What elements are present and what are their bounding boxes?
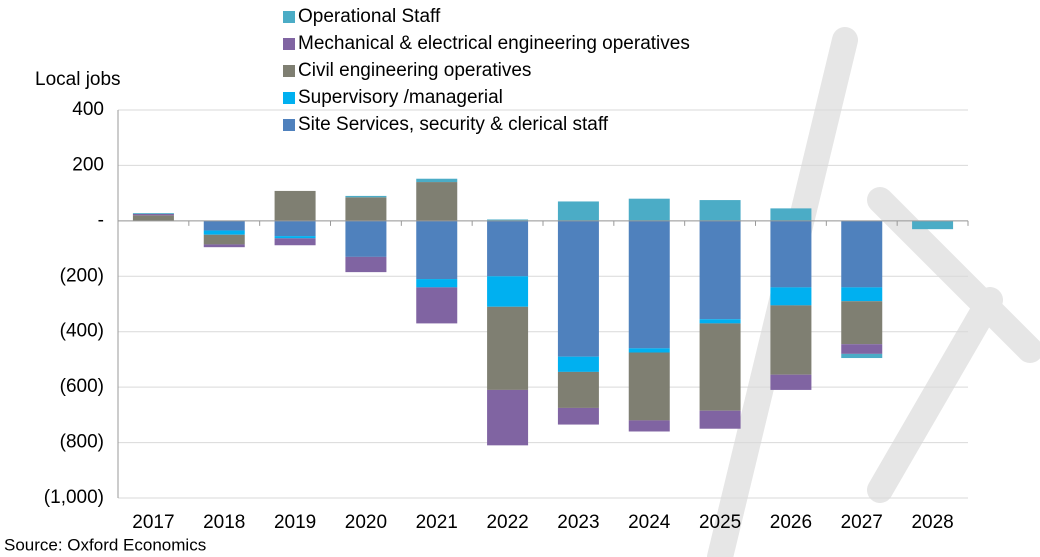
bar-segment	[132, 213, 174, 216]
bar-segment	[628, 220, 670, 349]
x-tick-label: 2019	[274, 512, 316, 533]
bar-segment	[557, 371, 599, 408]
bar-segment	[841, 344, 883, 354]
y-tick-label: 400	[72, 99, 104, 120]
bar-segment	[345, 220, 387, 257]
legend-label: Operational Staff	[298, 6, 441, 27]
bar-segment	[345, 195, 387, 198]
x-tick-label: 2024	[628, 512, 671, 533]
bar-segment	[770, 374, 812, 390]
bar-segment	[770, 220, 812, 288]
bar-segment	[912, 220, 954, 230]
y-tick-label: 200	[72, 154, 104, 175]
legend-swatch	[283, 11, 295, 23]
bar-segment	[770, 305, 812, 375]
bar-segment	[487, 220, 529, 277]
x-tick-label: 2023	[557, 512, 599, 533]
bar-segment	[203, 220, 245, 231]
x-tick-label: 2026	[770, 512, 812, 533]
x-tick-label: 2025	[699, 512, 741, 533]
y-tick-label: (600)	[60, 376, 104, 397]
bar-segment	[416, 220, 458, 280]
legend-label: Civil engineering operatives	[298, 60, 531, 81]
x-tick-label: 2018	[203, 512, 245, 533]
bar-segment	[132, 215, 174, 221]
x-tick-label: 2020	[345, 512, 387, 533]
bar-segment	[487, 276, 529, 307]
y-tick-label: (400)	[60, 321, 104, 342]
bar-segment	[274, 238, 316, 246]
bar-segment	[628, 420, 670, 432]
legend-swatch	[283, 119, 295, 131]
bar-segment	[487, 219, 529, 221]
bar-segment	[487, 306, 529, 390]
bar-segment	[699, 323, 741, 411]
y-tick-label: (800)	[60, 432, 104, 453]
x-tick-label: 2027	[841, 512, 883, 533]
legend-swatch	[283, 38, 295, 50]
bar-segment	[628, 198, 670, 221]
y-tick-label: (1,000)	[44, 487, 104, 508]
x-tick-label: 2017	[132, 512, 174, 533]
y-tick-label: (200)	[60, 265, 104, 286]
bar-segment	[557, 201, 599, 221]
bar-segment	[699, 410, 741, 429]
bar-segment	[841, 287, 883, 302]
bar-segment	[416, 287, 458, 324]
bar-segment	[557, 356, 599, 372]
bar-segment	[628, 348, 670, 353]
bar-segment	[628, 352, 670, 421]
bar-segment	[274, 236, 316, 239]
legend-swatch	[283, 65, 295, 77]
bar-segment	[274, 190, 316, 221]
bar-segment	[487, 389, 529, 446]
bar-segment	[203, 230, 245, 235]
bar-segment	[416, 182, 458, 221]
bar-segment	[557, 407, 599, 425]
bar-segment	[416, 279, 458, 288]
legend-label: Mechanical & electrical engineering oper…	[298, 33, 690, 54]
legend-label: Supervisory /managerial	[298, 87, 503, 108]
y-axis-label: Local jobs	[35, 69, 121, 90]
x-tick-label: 2021	[416, 512, 458, 533]
bar-segment	[203, 234, 245, 245]
bar-segment	[699, 319, 741, 324]
bar-segment	[699, 200, 741, 221]
bar-segment	[345, 256, 387, 273]
legend-swatch	[283, 92, 295, 104]
bar-segment	[699, 220, 741, 320]
x-tick-label: 2028	[911, 512, 953, 533]
legend-label: Site Services, security & clerical staff	[298, 114, 609, 135]
bar-segment	[345, 197, 387, 221]
bar-segment	[770, 287, 812, 306]
bar-segment	[557, 220, 599, 357]
bar-segment	[770, 208, 812, 221]
bar-segment	[841, 301, 883, 345]
source: Source: Oxford Economics	[4, 535, 206, 554]
bar-segment	[841, 220, 883, 288]
x-tick-label: 2022	[486, 512, 528, 533]
bar-segment	[416, 178, 458, 183]
bar-segment	[274, 220, 316, 237]
bar-segment	[203, 244, 245, 248]
bar-segment	[132, 213, 174, 214]
bar-segment	[841, 353, 883, 359]
y-tick-label: -	[98, 210, 104, 231]
